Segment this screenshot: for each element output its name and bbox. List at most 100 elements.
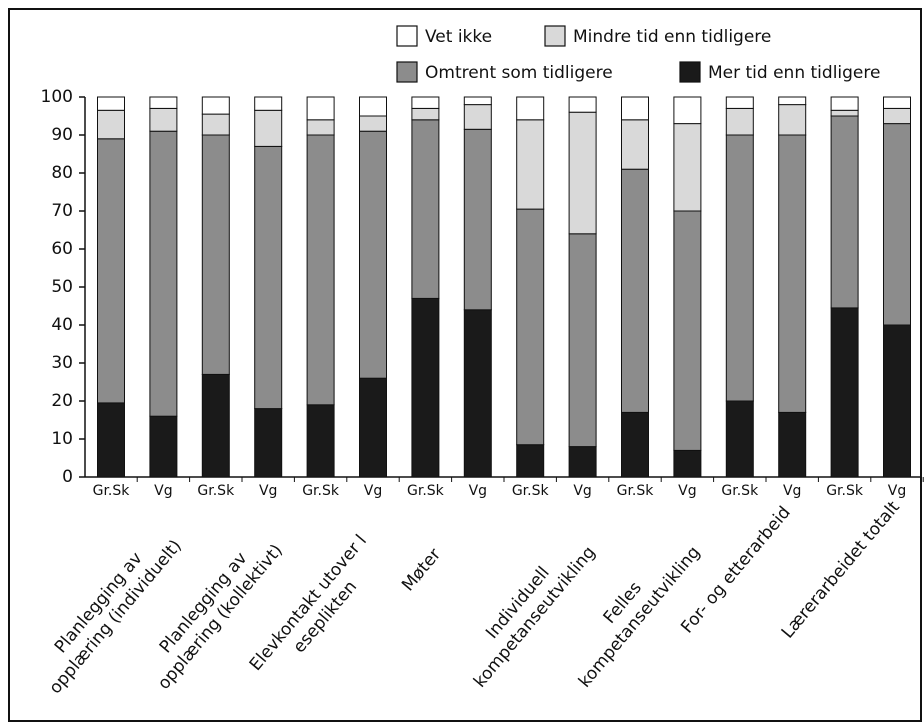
x-tick-label: Gr.Sk xyxy=(512,483,550,499)
bar-segment xyxy=(516,96,545,121)
bar-segment xyxy=(725,134,754,402)
bar-segment xyxy=(463,309,492,478)
bar-segment xyxy=(254,408,283,478)
x-tick-label: Gr.Sk xyxy=(407,483,445,499)
bar-segment xyxy=(621,119,649,170)
x-tick-label: Vg xyxy=(469,483,487,499)
legend-swatch xyxy=(396,61,418,83)
legend-label: Mer tid enn tidligere xyxy=(708,63,880,83)
bar-segment xyxy=(725,107,754,136)
y-tick-label: 50 xyxy=(51,277,73,297)
bar-segment xyxy=(201,96,230,115)
bar-segment xyxy=(149,415,178,478)
x-tick-label: Vg xyxy=(364,483,382,499)
y-tick-label: 0 xyxy=(62,467,73,487)
bar-segment xyxy=(883,324,911,478)
x-tick-label: Gr.Sk xyxy=(826,483,864,499)
bar-segment xyxy=(830,96,859,111)
bar-segment xyxy=(359,96,387,117)
bar-segment xyxy=(201,113,230,136)
bar-segment xyxy=(149,130,178,417)
bar-segment xyxy=(516,208,545,446)
bar-segment xyxy=(568,233,597,448)
bar-segment xyxy=(830,307,859,478)
bar-segment xyxy=(568,446,597,478)
x-tick-label: Gr.Sk xyxy=(93,483,131,499)
bar-segment xyxy=(149,96,178,109)
y-tick-label: 90 xyxy=(51,125,73,145)
bar-segment xyxy=(97,138,125,404)
bar-segment xyxy=(463,128,492,311)
bar-segment xyxy=(97,109,125,140)
x-tick-label: Gr.Sk xyxy=(617,483,655,499)
bar-segment xyxy=(516,444,545,478)
y-tick-label: 20 xyxy=(51,391,73,411)
legend-swatch xyxy=(396,25,418,47)
y-tick-label: 30 xyxy=(51,353,73,373)
bar-segment xyxy=(778,96,807,106)
bar-segment xyxy=(201,134,230,375)
bar-segment xyxy=(411,107,440,121)
y-tick-label: 70 xyxy=(51,201,73,221)
x-tick-label: Vg xyxy=(888,483,906,499)
bar-segment xyxy=(568,111,597,235)
bar-segment xyxy=(778,411,807,478)
bar-segment xyxy=(411,119,440,299)
bar-segment xyxy=(778,104,807,136)
legend-label: Omtrent som tidligere xyxy=(425,63,613,83)
bar-segment xyxy=(621,411,649,478)
bar-segment xyxy=(463,96,492,106)
bar-segment xyxy=(411,297,440,478)
bar-segment xyxy=(306,96,335,121)
y-tick-label: 80 xyxy=(51,163,73,183)
bar-segment xyxy=(359,115,387,132)
x-tick-label: Vg xyxy=(259,483,277,499)
y-tick-label: 40 xyxy=(51,315,73,335)
bar-segment xyxy=(463,104,492,130)
bar-segment xyxy=(306,404,335,478)
bar-segment xyxy=(830,109,859,117)
y-tick-label: 10 xyxy=(51,429,73,449)
bar-segment xyxy=(516,119,545,210)
x-tick-label: Gr.Sk xyxy=(721,483,759,499)
bar-segment xyxy=(254,96,283,111)
bar-segment xyxy=(725,96,754,109)
bar-segment xyxy=(254,145,283,410)
bar-segment xyxy=(673,96,702,125)
bar-segment xyxy=(97,96,125,111)
x-tick-label: Vg xyxy=(154,483,172,499)
x-tick-label: Vg xyxy=(678,483,696,499)
bar-segment xyxy=(306,119,335,136)
bar-segment xyxy=(411,96,440,109)
y-tick-label: 60 xyxy=(51,239,73,259)
x-tick-label: Gr.Sk xyxy=(302,483,340,499)
bar-segment xyxy=(883,96,911,109)
bar-segment xyxy=(254,109,283,147)
legend-swatch xyxy=(679,61,701,83)
bar-segment xyxy=(568,96,597,113)
y-tick-label: 100 xyxy=(41,87,73,107)
bar-segment xyxy=(149,107,178,132)
bar-segment xyxy=(306,134,335,406)
legend-swatch xyxy=(544,25,566,47)
bar-segment xyxy=(778,134,807,413)
bar-segment xyxy=(673,210,702,451)
bar-segment xyxy=(883,123,911,326)
bar-segment xyxy=(725,400,754,478)
bar-segment xyxy=(359,377,387,478)
legend-label: Vet ikke xyxy=(425,27,492,47)
bar-segment xyxy=(673,123,702,212)
bar-segment xyxy=(97,402,125,478)
bar-segment xyxy=(830,115,859,309)
bar-segment xyxy=(621,168,649,413)
x-tick-label: Vg xyxy=(783,483,801,499)
bar-segment xyxy=(673,449,702,478)
bar-segment xyxy=(201,373,230,478)
bar-segment xyxy=(883,107,911,125)
x-tick-label: Gr.Sk xyxy=(197,483,235,499)
x-tick-label: Vg xyxy=(573,483,591,499)
bar-segment xyxy=(359,130,387,379)
legend-label: Mindre tid enn tidligere xyxy=(573,27,771,47)
bar-segment xyxy=(621,96,649,121)
